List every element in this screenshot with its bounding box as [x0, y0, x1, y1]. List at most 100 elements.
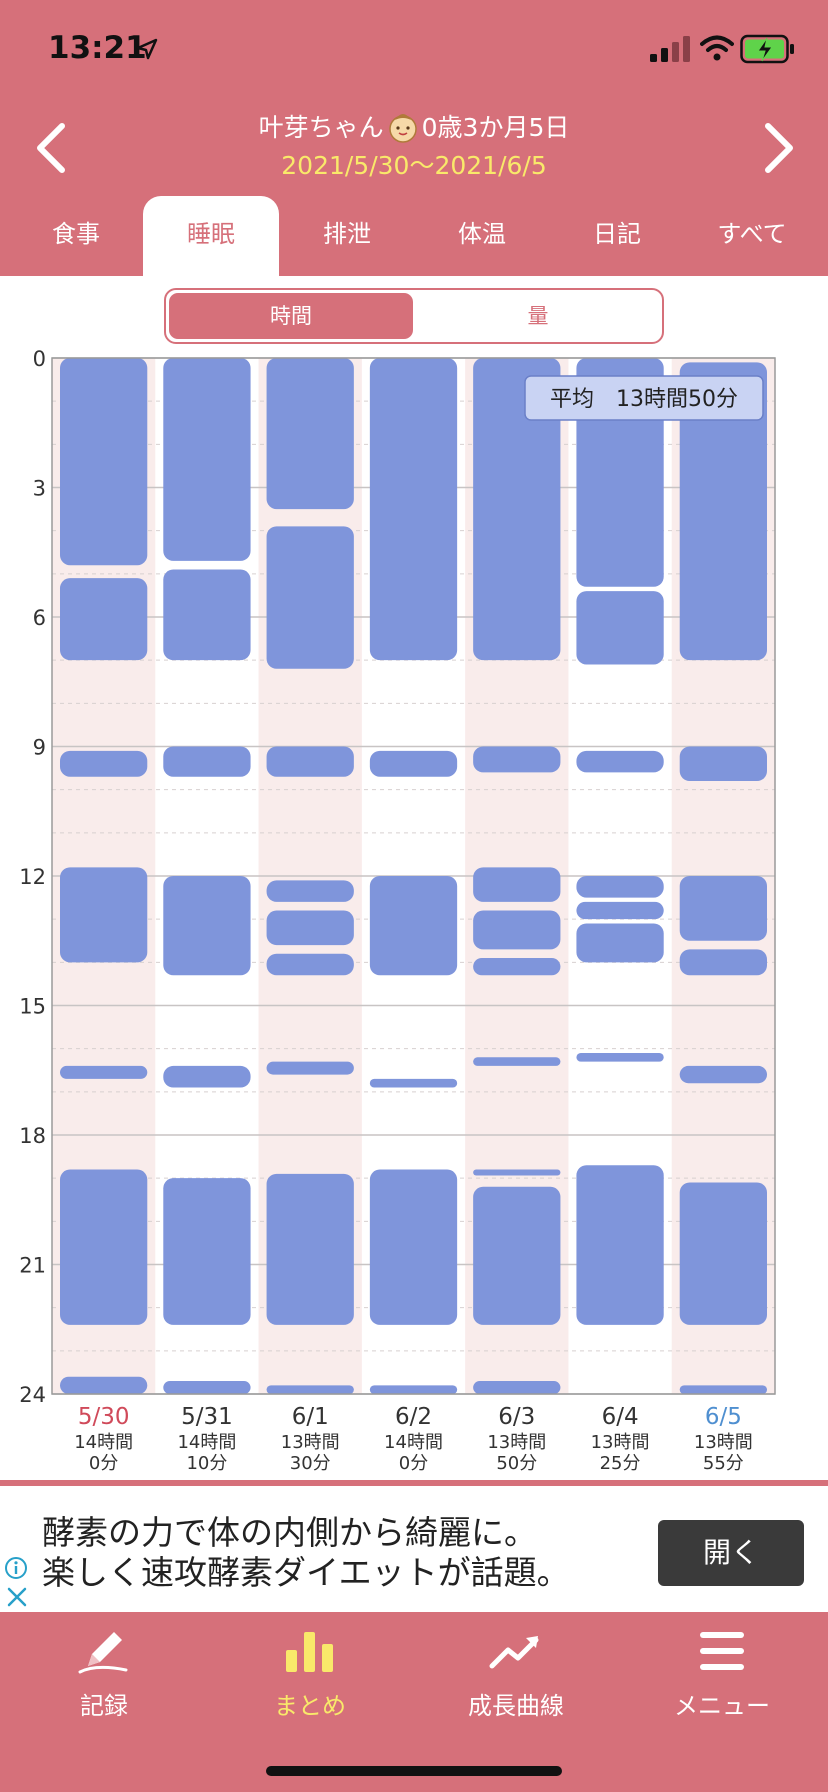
day-total-minutes: 50分	[496, 1453, 537, 1474]
y-tick-label: 21	[19, 1254, 46, 1278]
sleep-block[interactable]	[163, 358, 251, 561]
y-tick-label: 15	[19, 995, 46, 1019]
sleep-block[interactable]	[369, 1385, 458, 1394]
sleep-block[interactable]	[679, 1385, 767, 1394]
day-total-minutes: 0分	[89, 1453, 118, 1474]
sleep-block[interactable]	[369, 1078, 458, 1088]
sleep-block[interactable]	[60, 1169, 148, 1325]
nav-growth-curve[interactable]: 成長曲線	[416, 1626, 616, 1736]
sleep-block[interactable]	[576, 1052, 664, 1062]
sleep-block[interactable]	[679, 876, 767, 941]
pencil-icon	[78, 1632, 128, 1674]
day-total-hours: 14時間	[384, 1432, 443, 1453]
sleep-block[interactable]	[576, 1165, 664, 1325]
sleep-block[interactable]	[266, 1061, 354, 1075]
sleep-block[interactable]	[473, 1381, 561, 1394]
day-label: 6/3	[498, 1404, 535, 1430]
menu-icon	[700, 1632, 744, 1670]
chart-frame	[51, 357, 776, 1395]
sleep-block[interactable]	[163, 876, 251, 976]
y-tick-label: 24	[19, 1383, 46, 1407]
sleep-block[interactable]	[266, 1385, 354, 1394]
sleep-block[interactable]	[576, 750, 664, 773]
sleep-block[interactable]	[679, 949, 767, 976]
ad-close-icon[interactable]	[6, 1586, 28, 1608]
sleep-block[interactable]	[473, 1186, 561, 1325]
ad-open-button[interactable]: 開く	[658, 1520, 804, 1586]
tab-temperature[interactable]: 体温	[458, 220, 506, 248]
sleep-block[interactable]	[679, 1182, 767, 1325]
bottom-navigation: 記録 まとめ 成長曲線 メニュー	[0, 1612, 828, 1792]
tab-sleep[interactable]: 睡眠	[143, 196, 279, 276]
tab-diary[interactable]: 日記	[593, 220, 641, 248]
sleep-block[interactable]	[266, 526, 354, 669]
bar-chart-icon	[286, 1632, 333, 1672]
day-label: 5/30	[78, 1404, 130, 1430]
sleep-block[interactable]	[473, 910, 561, 950]
nav-menu[interactable]: メニュー	[622, 1626, 822, 1736]
sleep-block[interactable]	[369, 358, 458, 661]
sleep-block[interactable]	[576, 923, 664, 963]
nav-summary[interactable]: まとめ	[210, 1626, 410, 1736]
status-time: 13:21	[48, 30, 147, 66]
sleep-block[interactable]	[679, 362, 767, 661]
sleep-block[interactable]	[369, 876, 458, 976]
sleep-block[interactable]	[473, 746, 561, 773]
day-total-hours: 13時間	[487, 1432, 546, 1453]
sleep-block[interactable]	[266, 953, 354, 976]
header: 13:21 叶芽ちゃん	[0, 0, 828, 276]
sleep-block[interactable]	[266, 910, 354, 946]
sleep-block[interactable]	[60, 750, 148, 777]
nav-record[interactable]: 記録	[4, 1626, 204, 1736]
day-label: 6/1	[292, 1404, 329, 1430]
home-indicator	[266, 1766, 562, 1776]
tab-all[interactable]: すべて	[717, 220, 787, 248]
tab-excretion[interactable]: 排泄	[323, 220, 371, 248]
ad-banner[interactable]: 酵素の力で体の内側から綺麗に。 楽しく速攻酵素ダイエットが話題。 開く	[0, 1480, 828, 1612]
sleep-block[interactable]	[369, 750, 458, 777]
signal-icon	[650, 36, 690, 62]
next-week-chevron-icon[interactable]	[748, 118, 808, 178]
sleep-block[interactable]	[163, 1381, 251, 1394]
toggle-amount-button[interactable]: 量	[527, 304, 549, 328]
y-tick-label: 12	[19, 865, 46, 889]
sleep-block[interactable]	[369, 1169, 458, 1325]
sleep-block[interactable]	[576, 876, 664, 898]
toggle-time-button[interactable]: 時間	[169, 293, 413, 339]
sleep-block[interactable]	[473, 1057, 561, 1066]
sleep-block[interactable]	[473, 958, 561, 976]
sleep-block[interactable]	[163, 746, 251, 777]
average-label: 平均 13時間50分	[550, 387, 738, 412]
sleep-block[interactable]	[266, 880, 354, 902]
sleep-block[interactable]	[60, 867, 148, 963]
sleep-block[interactable]	[473, 1169, 561, 1176]
day-total-minutes: 0分	[399, 1453, 428, 1474]
ad-text-line2: 楽しく速攻酵素ダイエットが話題。	[42, 1553, 570, 1592]
ad-info-icon[interactable]	[4, 1556, 28, 1580]
day-total-hours: 13時間	[591, 1432, 650, 1453]
sleep-block[interactable]	[679, 1065, 767, 1084]
sleep-block[interactable]	[163, 1065, 251, 1088]
day-total-hours: 14時間	[74, 1432, 133, 1453]
sleep-block[interactable]	[60, 578, 148, 661]
nav-summary-label: まとめ	[274, 1692, 346, 1720]
sleep-block[interactable]	[163, 569, 251, 661]
sleep-block[interactable]	[473, 358, 561, 661]
sleep-block[interactable]	[163, 1178, 251, 1325]
previous-week-chevron-icon[interactable]	[22, 118, 82, 178]
sleep-block[interactable]	[266, 1173, 354, 1325]
day-total-hours: 14時間	[177, 1432, 236, 1453]
sleep-block[interactable]	[266, 358, 354, 510]
sleep-block[interactable]	[60, 1376, 148, 1394]
sleep-block[interactable]	[266, 746, 354, 777]
sleep-block[interactable]	[473, 867, 561, 902]
sleep-block[interactable]	[60, 1065, 148, 1079]
sleep-block[interactable]	[60, 358, 148, 566]
day-total-minutes: 10分	[186, 1453, 227, 1474]
day-total-minutes: 25分	[600, 1453, 641, 1474]
sleep-block[interactable]	[576, 591, 664, 665]
sleep-block[interactable]	[679, 746, 767, 782]
sleep-block[interactable]	[576, 901, 664, 920]
tab-meal[interactable]: 食事	[52, 220, 100, 248]
